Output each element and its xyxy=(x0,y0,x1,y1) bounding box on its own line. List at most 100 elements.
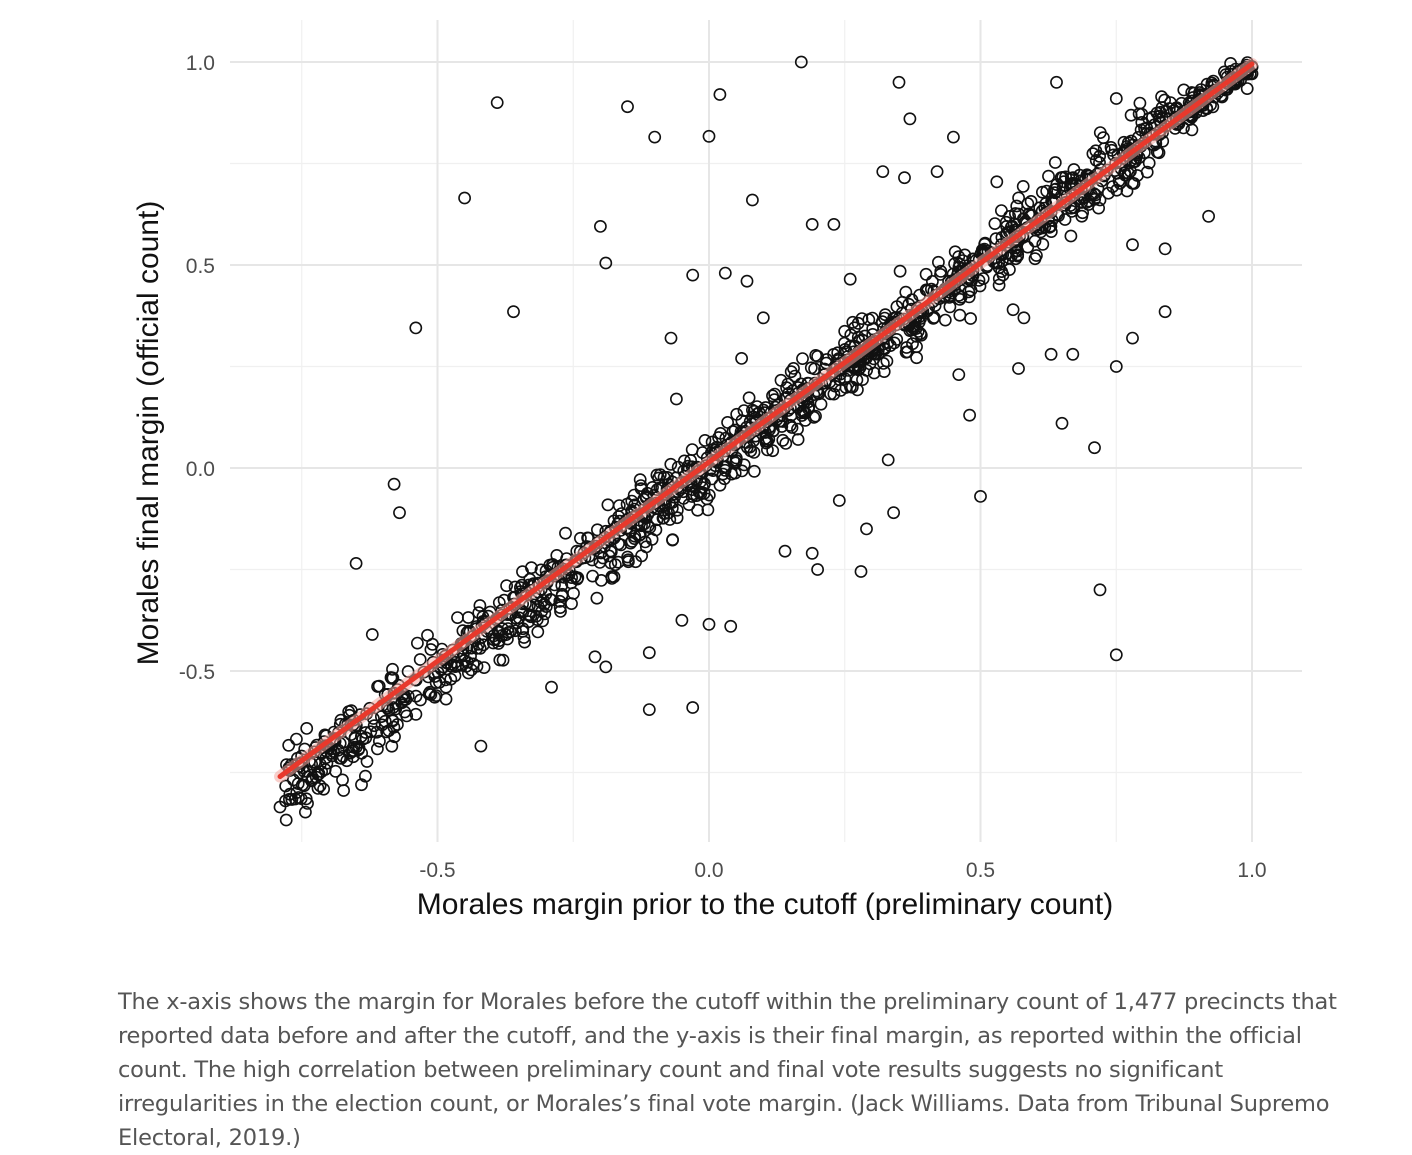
data-point xyxy=(721,415,734,429)
data-point xyxy=(590,591,604,605)
data-point xyxy=(988,217,1002,230)
y-tick-label: -0.5 xyxy=(179,661,215,684)
data-point xyxy=(518,635,531,649)
data-point xyxy=(652,471,665,485)
data-point xyxy=(796,352,809,365)
data-point xyxy=(805,546,819,560)
data-point xyxy=(1012,191,1025,205)
tick-labels: -0.5 0.0 0.5 1.0 -0.5 0.0 0.5 1.0 xyxy=(179,52,1267,882)
data-point xyxy=(664,331,678,345)
data-point xyxy=(1050,75,1063,89)
data-point xyxy=(1102,186,1115,200)
data-point xyxy=(1120,184,1134,198)
data-point xyxy=(1133,96,1147,110)
data-point xyxy=(926,274,939,288)
data-point xyxy=(409,321,423,335)
data-point xyxy=(646,480,659,494)
data-point xyxy=(657,511,671,525)
data-point xyxy=(298,805,312,819)
data-point xyxy=(686,701,700,714)
data-point xyxy=(1086,147,1100,161)
data-point xyxy=(735,414,749,428)
data-point xyxy=(313,757,327,771)
data-point xyxy=(838,372,852,385)
data-point xyxy=(591,523,604,537)
data-point xyxy=(919,267,933,281)
data-point xyxy=(761,443,774,457)
data-point xyxy=(329,764,342,778)
data-point xyxy=(1155,90,1168,104)
data-point xyxy=(428,670,442,683)
data-point xyxy=(536,593,550,607)
x-tick-label: 1.0 xyxy=(1237,859,1266,882)
data-point xyxy=(594,574,608,587)
data-point xyxy=(666,533,679,547)
data-point xyxy=(490,96,504,109)
data-point xyxy=(464,663,478,677)
data-point xyxy=(386,662,399,676)
data-point xyxy=(791,433,805,446)
data-point xyxy=(827,217,841,231)
data-point xyxy=(349,557,363,570)
data-point xyxy=(1109,360,1123,373)
data-point xyxy=(671,460,685,474)
data-point xyxy=(385,739,399,753)
data-point xyxy=(599,256,613,270)
data-point xyxy=(370,742,384,756)
data-point xyxy=(531,625,545,639)
data-point xyxy=(814,397,828,411)
data-point xyxy=(1048,186,1062,200)
data-point xyxy=(779,436,793,450)
data-point xyxy=(393,506,406,520)
data-point xyxy=(893,264,907,278)
data-point xyxy=(371,680,384,693)
data-point xyxy=(794,55,808,69)
data-point xyxy=(1177,83,1191,97)
data-point xyxy=(565,597,578,610)
data-point xyxy=(628,529,642,543)
data-point xyxy=(1118,168,1132,182)
data-point xyxy=(612,499,626,512)
data-point xyxy=(978,237,992,251)
data-point xyxy=(877,341,891,355)
data-point xyxy=(1036,185,1049,199)
data-point xyxy=(599,660,613,674)
data-point xyxy=(611,555,625,569)
data-point xyxy=(1126,331,1139,345)
data-point xyxy=(887,506,900,520)
data-point xyxy=(1140,165,1154,179)
data-point xyxy=(1055,416,1069,430)
data-point xyxy=(1042,169,1055,183)
data-point xyxy=(702,129,716,143)
data-point xyxy=(832,494,846,507)
data-point xyxy=(413,653,427,666)
data-point xyxy=(903,112,917,126)
data-point xyxy=(702,617,716,631)
data-point xyxy=(1093,149,1106,163)
data-point xyxy=(910,351,923,365)
data-point xyxy=(811,563,824,576)
data-point xyxy=(1104,140,1118,154)
data-point xyxy=(1064,229,1078,243)
data-point xyxy=(500,579,513,593)
x-tick-label: 0.0 xyxy=(694,859,723,882)
data-point xyxy=(932,255,945,269)
data-point xyxy=(995,204,1008,217)
data-point xyxy=(336,749,350,763)
data-point xyxy=(797,406,811,419)
data-point xyxy=(311,782,325,795)
data-point xyxy=(1097,131,1110,145)
data-point xyxy=(670,392,683,406)
data-point xyxy=(811,349,824,363)
data-point xyxy=(854,565,868,578)
data-point xyxy=(555,579,569,592)
data-point xyxy=(740,274,754,288)
data-point xyxy=(729,451,743,465)
data-point xyxy=(340,754,354,768)
data-point xyxy=(410,636,424,650)
data-point xyxy=(473,599,487,612)
data-point xyxy=(774,373,788,387)
data-point xyxy=(305,774,318,788)
data-point xyxy=(387,720,401,734)
data-point xyxy=(713,88,727,101)
